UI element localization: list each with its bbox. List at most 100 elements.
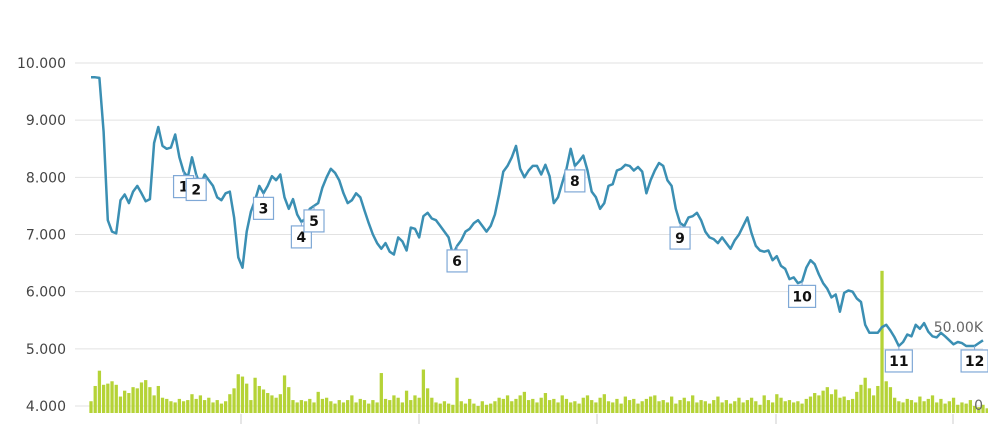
volume-bar	[501, 398, 505, 413]
volume-bar	[602, 394, 606, 413]
volume-bar	[850, 398, 855, 413]
volume-bar	[291, 400, 295, 413]
volume-bar	[960, 402, 964, 413]
volume-bar	[240, 376, 245, 413]
flag-12[interactable]: 12	[960, 345, 988, 373]
flag-11[interactable]: 11	[884, 345, 913, 373]
flag-2[interactable]: 2	[185, 174, 207, 202]
volume-bar	[308, 398, 312, 413]
volume-bar	[926, 398, 930, 413]
y-tick-label: 9.000	[26, 113, 66, 129]
volume-bar	[762, 395, 766, 413]
volume-bar	[876, 385, 880, 413]
volume-bar	[320, 398, 325, 413]
flag-5[interactable]: 5	[303, 205, 325, 233]
volume-bar	[716, 396, 720, 413]
volume-bar	[257, 385, 261, 413]
volume-bar	[981, 404, 985, 413]
volume-bar	[510, 401, 514, 413]
volume-bar	[905, 398, 909, 413]
volume-bar	[855, 391, 859, 413]
volume-bar	[804, 398, 808, 413]
event-flags[interactable]: 12345689101112131516	[172, 0, 988, 373]
volume-bar	[215, 400, 219, 413]
volume-bar	[404, 390, 409, 413]
volume-bar	[434, 402, 438, 413]
volume-bar	[224, 401, 228, 413]
volume-bar	[392, 395, 396, 413]
volume-bar	[691, 395, 695, 413]
volume-bar	[813, 393, 817, 413]
volume-bar	[198, 395, 203, 413]
flag-label: 6	[452, 254, 462, 270]
volume-bar	[97, 370, 102, 413]
volume-bar	[930, 395, 935, 413]
volume-bar	[678, 400, 682, 413]
volume-bar	[703, 401, 707, 413]
volume-bar	[800, 403, 804, 413]
volume-bar	[619, 403, 623, 413]
volume-bar	[972, 405, 977, 413]
volume-bar	[127, 393, 131, 413]
flag-label: 12	[965, 354, 984, 370]
volume-bar	[106, 383, 110, 413]
volume-bar	[846, 400, 850, 413]
volume-bar	[417, 397, 421, 413]
flag-box	[185, 177, 207, 202]
volume-bar	[514, 398, 518, 413]
volume-bar	[341, 402, 346, 413]
volume-bar	[383, 398, 388, 413]
volume-bar	[758, 404, 762, 413]
volume-bar	[438, 403, 442, 413]
volume-bar	[728, 403, 733, 413]
volume-bar	[375, 402, 379, 413]
volume-bar	[463, 403, 468, 413]
volume-bar	[169, 401, 173, 413]
flag-label: 3	[259, 201, 269, 217]
volume-bar	[497, 397, 501, 413]
volume-bar	[409, 400, 413, 413]
flag-box	[960, 349, 988, 373]
flag-3[interactable]: 3	[252, 193, 275, 220]
volume-bar	[245, 383, 249, 413]
volume-bar	[421, 369, 426, 413]
volume-bar	[598, 397, 602, 413]
volume-bar	[707, 403, 712, 413]
volume-bar	[442, 401, 447, 413]
volume-bar	[871, 395, 876, 413]
volume-bar	[573, 401, 577, 413]
volume-bar	[274, 397, 278, 413]
volume-bar	[922, 401, 926, 413]
volume-bar	[324, 397, 329, 413]
volume-bar	[165, 398, 169, 413]
volume-bar	[682, 397, 686, 413]
flag-box	[564, 169, 586, 193]
flag-label: 11	[889, 354, 908, 370]
volume-bar	[569, 402, 573, 413]
flag-10[interactable]: 10	[787, 281, 817, 308]
flag-label: 8	[570, 174, 580, 190]
flag-8[interactable]: 8	[564, 165, 586, 193]
volume-bar	[661, 400, 665, 413]
volume-bar	[821, 390, 825, 413]
volume-bar	[611, 402, 615, 413]
volume-bar	[888, 387, 893, 413]
volume-bar	[379, 373, 383, 413]
flag-label: 4	[297, 230, 307, 246]
volume-bar	[358, 398, 362, 413]
volume-bar	[518, 395, 522, 413]
volume-bar	[131, 387, 135, 413]
volume-axis-ticks: 50.00K 0	[934, 320, 984, 414]
volume-bar	[156, 385, 160, 413]
volume-bar	[556, 402, 560, 413]
volume-bar	[484, 404, 489, 413]
volume-bar	[770, 402, 775, 413]
flag-6[interactable]: 6	[446, 245, 468, 273]
volume-bar	[299, 400, 304, 413]
volume-bar	[270, 395, 274, 413]
volume-bar	[472, 403, 476, 413]
volume-bar	[623, 396, 627, 413]
flag-9[interactable]: 9	[669, 223, 691, 250]
volume-bar	[190, 394, 194, 413]
